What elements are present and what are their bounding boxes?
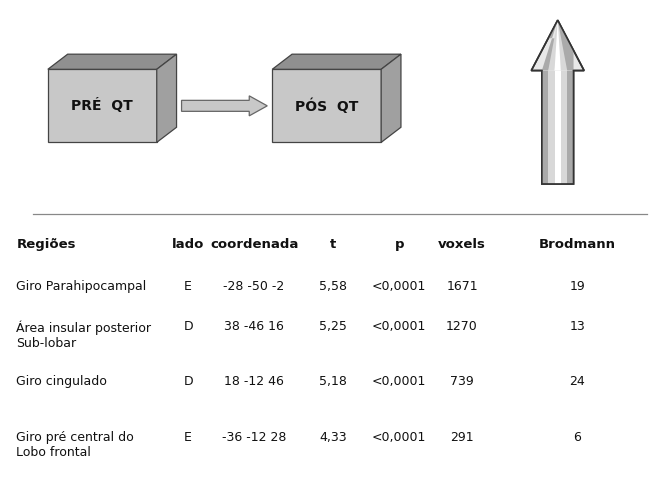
Text: Giro Parahipocampal: Giro Parahipocampal — [16, 280, 147, 293]
Text: 739: 739 — [450, 375, 474, 389]
Polygon shape — [48, 69, 157, 143]
Text: voxels: voxels — [438, 238, 486, 251]
Polygon shape — [554, 20, 561, 71]
Text: Regiões: Regiões — [16, 238, 76, 251]
Text: 1270: 1270 — [446, 320, 478, 333]
Text: 13: 13 — [570, 320, 585, 333]
Text: <0,0001: <0,0001 — [372, 431, 426, 444]
Polygon shape — [157, 54, 176, 143]
Text: 4,33: 4,33 — [319, 431, 347, 444]
Polygon shape — [558, 20, 574, 71]
Polygon shape — [558, 20, 567, 71]
Polygon shape — [381, 54, 401, 143]
Polygon shape — [48, 54, 176, 69]
Text: PRÉ  QT: PRÉ QT — [71, 98, 133, 113]
Polygon shape — [272, 54, 401, 69]
Text: E: E — [184, 280, 192, 293]
Text: E: E — [184, 431, 192, 444]
Text: 19: 19 — [570, 280, 585, 293]
Polygon shape — [182, 96, 267, 116]
Text: 5,58: 5,58 — [319, 280, 347, 293]
Text: 5,18: 5,18 — [319, 375, 347, 389]
Text: 1671: 1671 — [446, 280, 478, 293]
Text: p: p — [395, 238, 404, 251]
Polygon shape — [548, 20, 561, 71]
Text: -28 -50 -2: -28 -50 -2 — [224, 280, 284, 293]
Text: PÓS  QT: PÓS QT — [295, 98, 358, 113]
Text: -36 -12 28: -36 -12 28 — [222, 431, 286, 444]
Text: Giro pré central do
Lobo frontal: Giro pré central do Lobo frontal — [16, 431, 134, 459]
Text: 18 -12 46: 18 -12 46 — [224, 375, 284, 389]
Text: Área insular posterior
Sub-lobar: Área insular posterior Sub-lobar — [16, 320, 152, 350]
Text: <0,0001: <0,0001 — [372, 375, 426, 389]
Polygon shape — [542, 20, 567, 71]
Text: Giro cingulado: Giro cingulado — [16, 375, 108, 389]
Text: lado: lado — [172, 238, 205, 251]
Text: 6: 6 — [574, 431, 581, 444]
Polygon shape — [531, 20, 584, 184]
Text: 38 -46 16: 38 -46 16 — [224, 320, 284, 333]
Text: 24: 24 — [570, 375, 585, 389]
Polygon shape — [567, 71, 574, 184]
Polygon shape — [548, 71, 554, 184]
Text: 291: 291 — [450, 431, 474, 444]
Polygon shape — [272, 69, 381, 143]
Polygon shape — [542, 71, 548, 184]
Text: D: D — [183, 320, 193, 333]
Text: <0,0001: <0,0001 — [372, 280, 426, 293]
Text: 5,25: 5,25 — [319, 320, 347, 333]
Text: Brodmann: Brodmann — [539, 238, 616, 251]
Text: t: t — [330, 238, 337, 251]
Text: coordenada: coordenada — [210, 238, 298, 251]
Text: D: D — [183, 375, 193, 389]
Polygon shape — [561, 71, 567, 184]
Text: <0,0001: <0,0001 — [372, 320, 426, 333]
Polygon shape — [554, 71, 561, 184]
